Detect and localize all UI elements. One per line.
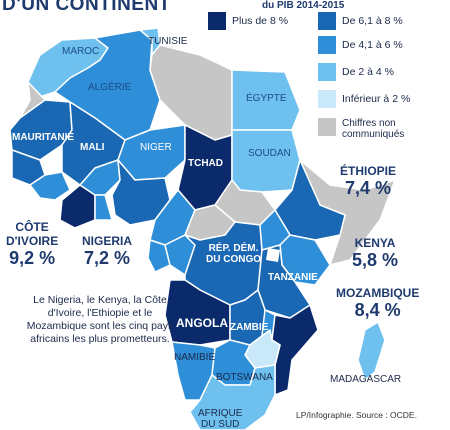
highlight-name: ÉTHIOPIE: [340, 164, 397, 178]
label-soudan: SOUDAN: [248, 148, 291, 159]
legend-label: Inférieur à 2 %: [342, 93, 411, 105]
legend-item-6-8: De 6,1 à 8 %: [318, 12, 403, 30]
highlight-value: 7,2 %: [83, 248, 131, 268]
legend-item-moins-2: Inférieur à 2 %: [318, 90, 410, 108]
highlight-value: 5,8 %: [352, 250, 399, 270]
region-guinee: [29, 171, 71, 201]
label-egypte: ÉGYPTE: [246, 93, 287, 104]
region-soudan: [231, 129, 301, 193]
label-tanzanie: TANZANIE: [268, 272, 318, 283]
footnote-text: Le Nigeria, le Kenya, la Côte d'Ivoire, …: [26, 294, 174, 345]
region-mozambique: [271, 304, 319, 396]
legend-item-4-6: De 4,1 à 6 %: [318, 36, 403, 54]
legend-label: Plus de 8 %: [232, 15, 289, 27]
highlight-value: 8,4 %: [354, 300, 401, 320]
label-rdc: RÉP. DÉM. DU CONGO: [206, 243, 261, 265]
region-nigeria: [111, 159, 171, 226]
legend-heading: du PIB 2014-2015: [262, 0, 345, 11]
highlight-cote-divoire: CÔTE D'IVOIRE 9,2 %: [6, 220, 58, 269]
source-credit: LP/Infographie. Source : OCDE.: [296, 410, 417, 420]
region-libye: [149, 44, 233, 141]
legend-swatch: [318, 63, 336, 81]
highlight-mozambique: MOZAMBIQUE 8,4 %: [336, 286, 419, 321]
region-afrique-du-sud: [189, 364, 276, 430]
label-mauritanie: MAURITANIE: [12, 132, 75, 143]
highlight-name: KENYA: [354, 236, 396, 250]
highlight-name-line1: CÔTE: [15, 220, 49, 234]
region-madagascar: [357, 321, 386, 381]
region-gabon: [147, 239, 171, 273]
highlight-value: 7,4 %: [344, 178, 392, 198]
legend-swatch: [318, 118, 336, 136]
label-tunisie: TUNISIE: [148, 36, 188, 47]
highlight-name: NIGERIA: [82, 234, 133, 248]
legend-label: De 4,1 à 6 %: [342, 39, 403, 51]
label-afrique-du-sud-line2: DU SUD: [201, 419, 240, 430]
highlight-name-line2: D'IVOIRE: [6, 234, 59, 248]
map-title: D'UN CONTINENT: [2, 0, 171, 15]
legend-swatch: [318, 12, 336, 30]
legend-label: Chiffres non communiqués: [342, 118, 405, 140]
label-rdc-line2: DU CONGO: [206, 254, 261, 265]
label-niger: NIGER: [140, 142, 172, 153]
label-afrique-du-sud-line1: AFRIQUE: [198, 408, 243, 419]
highlight-name: MOZAMBIQUE: [336, 286, 420, 300]
label-madagascar: MADAGASCAR: [330, 374, 402, 385]
label-namibie: NAMIBIE: [174, 352, 216, 363]
label-rdc-line1: RÉP. DÉM.: [208, 243, 259, 254]
lake-victoria: [266, 248, 280, 262]
label-botswana: BOTSWANA: [216, 372, 273, 383]
legend-swatch: [208, 12, 226, 30]
legend-item-non-communiques: Chiffres non communiqués: [318, 118, 442, 146]
highlight-ethiopie: ÉTHIOPIE 7,4 %: [340, 164, 396, 199]
region-ghana: [94, 194, 113, 221]
legend-label: De 6,1 à 8 %: [342, 15, 403, 27]
highlight-kenya: KENYA 5,8 %: [352, 236, 398, 271]
legend-item-plus-8: Plus de 8 %: [208, 12, 288, 30]
label-tchad: TCHAD: [188, 158, 223, 169]
legend-label: De 2 à 4 %: [342, 66, 394, 78]
highlight-nigeria: NIGERIA 7,2 %: [82, 234, 132, 269]
label-algerie: ALGÉRIE: [88, 82, 132, 93]
label-mali: MALI: [80, 142, 105, 153]
label-maroc: MAROC: [62, 46, 100, 57]
legend-swatch: [318, 90, 336, 108]
region-egypte: [231, 69, 301, 131]
label-afrique-du-sud: AFRIQUE DU SUD: [198, 408, 242, 430]
highlight-value: 9,2 %: [9, 248, 56, 268]
label-angola: ANGOLA: [176, 316, 228, 330]
legend-swatch: [318, 36, 336, 54]
label-zambie: ZAMBIE: [230, 322, 269, 333]
legend-item-2-4: De 2 à 4 %: [318, 63, 394, 81]
